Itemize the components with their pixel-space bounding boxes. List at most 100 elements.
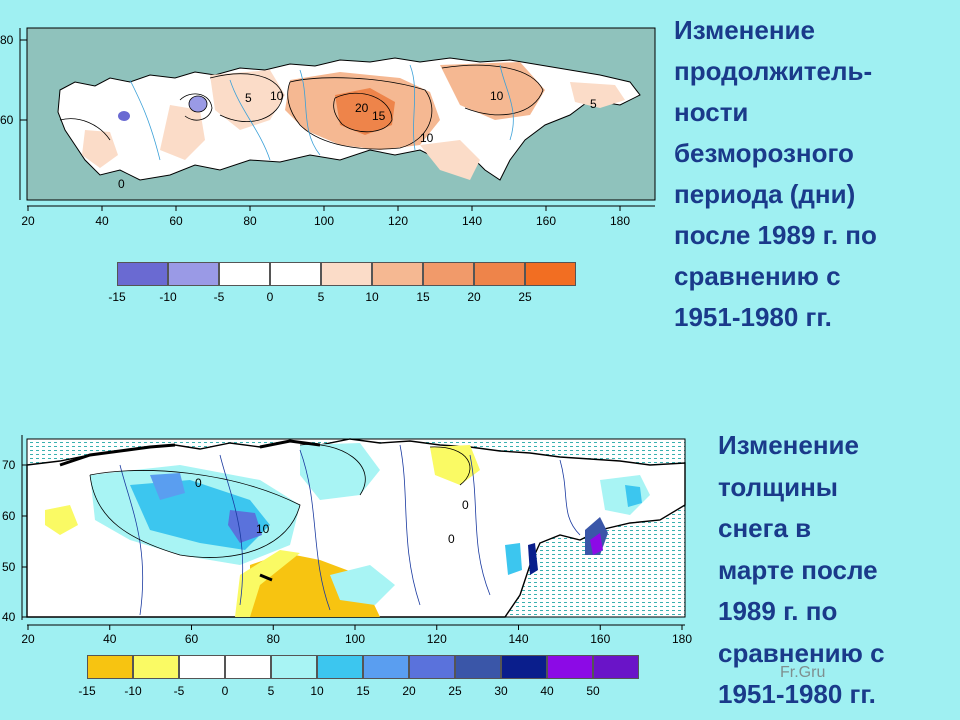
snow-depth-map: 0 0 0 10 70 60 50 40 20 40 60 80 100 120 140 16… (2, 435, 692, 646)
warm-anomaly-patch (570, 82, 625, 108)
warm-anomaly-patch (210, 70, 285, 130)
frost-free-legend (117, 262, 576, 286)
y-tick-label: 70 (2, 458, 16, 472)
snow-increase-patch (300, 443, 380, 500)
legend-label: 30 (494, 684, 508, 698)
river-lines (129, 64, 514, 161)
x-tick-label: 40 (95, 214, 109, 228)
warm-anomaly-patch (420, 140, 480, 180)
legend-swatch (474, 262, 525, 286)
y-tick-label: 50 (2, 560, 16, 574)
y-tick-label: 60 (2, 509, 16, 523)
snow-decrease-patch (235, 550, 300, 617)
snow-increase-patch (228, 510, 262, 543)
legend-swatch (168, 262, 219, 286)
legend-swatch (501, 655, 547, 679)
legend-swatch (87, 655, 133, 679)
frost-free-legend-labels: -15 -10 -5 0 5 10 15 20 25 (108, 290, 577, 306)
x-tick-label: 140 (508, 632, 528, 646)
frost-free-caption: Изменение продолжитель- ности безморозно… (674, 15, 877, 332)
legend-swatch (317, 655, 363, 679)
legend-swatch (321, 262, 372, 286)
legend-label: 25 (448, 684, 462, 698)
x-tick-label: 100 (314, 214, 334, 228)
contour-lines (59, 64, 544, 150)
legend-swatch (133, 655, 179, 679)
x-tick-label: 60 (185, 632, 199, 646)
legend-label: 5 (317, 290, 325, 304)
x-tick-label: 80 (243, 214, 257, 228)
legend-swatch (455, 655, 501, 679)
contour-label: 10 (490, 89, 504, 103)
watermark: Fr.Gru (780, 664, 826, 681)
legend-label: -5 (213, 290, 225, 304)
snow-increase-patch (330, 565, 395, 605)
legend-swatch (547, 655, 593, 679)
x-tick-label: 40 (103, 632, 117, 646)
snow-increase-patch (590, 533, 603, 555)
legend-swatch (271, 655, 317, 679)
contour-label: 20 (355, 101, 369, 115)
legend-swatch (179, 655, 225, 679)
contour-label: 5 (590, 97, 597, 111)
legend-swatch (270, 262, 321, 286)
legend-label: 40 (540, 684, 554, 698)
contour-label: 10 (420, 131, 434, 145)
x-tick-label: 20 (21, 632, 35, 646)
legend-swatch (372, 262, 423, 286)
snow-decrease-patch (45, 505, 78, 535)
y-tick-label: 40 (2, 610, 16, 624)
legend-label: -10 (159, 290, 177, 304)
legend-swatch (525, 262, 576, 286)
snow-decrease-patch (430, 445, 480, 485)
warm-anomaly-patch (440, 62, 545, 120)
legend-swatch (363, 655, 409, 679)
legend-label: 10 (365, 290, 379, 304)
legend-swatch (117, 262, 168, 286)
legend-label: -5 (173, 684, 185, 698)
x-tick-label: 60 (169, 214, 183, 228)
snow-depth-legend (87, 655, 639, 679)
legend-label: 20 (402, 684, 416, 698)
legend-label: 15 (356, 684, 370, 698)
legend-label: -15 (108, 290, 126, 304)
contour-label: 0 (462, 498, 469, 512)
legend-swatch (423, 262, 474, 286)
legend-swatch (593, 655, 639, 679)
contour-label: 10 (270, 89, 284, 103)
legend-swatch (219, 262, 270, 286)
contour-label: 0 (118, 177, 125, 191)
contour-label: 10 (256, 522, 270, 536)
x-tick-label: 160 (536, 214, 556, 228)
legend-label: 5 (267, 684, 275, 698)
snow-depth-caption: Изменение толщины снега в марте после 19… (718, 430, 885, 709)
x-tick-label: 160 (590, 632, 610, 646)
legend-label: 0 (221, 684, 229, 698)
x-tick-label: 80 (267, 632, 281, 646)
x-tick-label: 120 (427, 632, 447, 646)
legend-label: 15 (416, 290, 430, 304)
y-tick-label: 80 (0, 33, 14, 47)
snow-increase-patch (625, 485, 642, 507)
contour-label: 15 (372, 109, 386, 123)
legend-swatch (409, 655, 455, 679)
x-tick-label: 180 (672, 632, 692, 646)
legend-label: 50 (586, 684, 600, 698)
x-tick-label: 120 (388, 214, 408, 228)
x-tick-label: 180 (610, 214, 630, 228)
y-tick-label: 60 (0, 113, 14, 127)
coastline-bold (59, 439, 321, 582)
snow-depth-legend-labels: -15 -10 -5 0 5 10 15 20 25 30 40 50 (78, 684, 642, 700)
snow-increase-patch (600, 475, 650, 515)
cool-anomaly-patch (188, 95, 208, 113)
snow-increase-patch (528, 543, 538, 575)
warm-anomaly-patch (82, 130, 118, 168)
contour-label: 0 (195, 476, 202, 490)
legend-label: 10 (310, 684, 324, 698)
legend-label: -15 (78, 684, 96, 698)
contour-label: 5 (245, 91, 252, 105)
legend-label: 25 (518, 290, 532, 304)
legend-label: 20 (467, 290, 481, 304)
river-lines (119, 444, 581, 616)
warm-anomaly-patch (160, 105, 205, 160)
